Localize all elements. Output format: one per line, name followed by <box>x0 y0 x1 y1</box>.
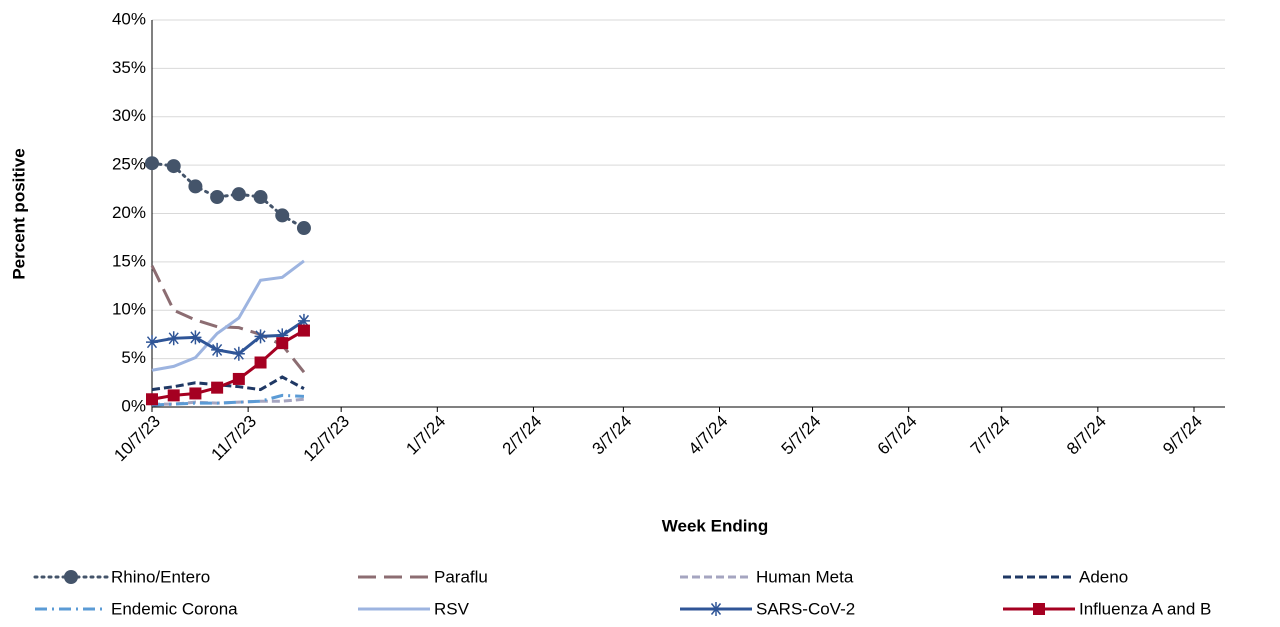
marker <box>231 187 246 202</box>
y-tick-label: 0% <box>121 396 146 415</box>
x-tick-label: 8/7/24 <box>1063 412 1110 459</box>
x-tick-label: 4/7/24 <box>685 412 732 459</box>
y-tick-label: 35% <box>112 58 146 77</box>
series-line <box>151 259 305 372</box>
marker <box>275 208 290 223</box>
x-tick-label: 7/7/24 <box>967 412 1014 459</box>
y-tick-label: 5% <box>121 348 146 367</box>
x-tick-label: 12/7/23 <box>300 412 354 466</box>
y-tick-label: 30% <box>112 106 146 125</box>
legend-label: Adeno <box>1079 567 1128 586</box>
y-tick-label: 25% <box>112 155 146 174</box>
legend-label: Endemic Corona <box>111 599 238 618</box>
legend-label: SARS-CoV-2 <box>756 599 855 618</box>
marker <box>1033 603 1045 615</box>
x-tick-label: 5/7/24 <box>778 412 825 459</box>
marker <box>254 329 267 344</box>
legend-label: Paraflu <box>434 567 488 586</box>
marker <box>146 335 158 350</box>
marker <box>297 313 310 328</box>
series-line <box>151 375 305 392</box>
x-tick-label: 2/7/24 <box>499 412 546 459</box>
legend-label: RSV <box>434 599 470 618</box>
x-tick-label: 1/7/24 <box>402 412 449 459</box>
marker <box>189 330 202 345</box>
y-tick-label: 10% <box>112 300 146 319</box>
marker <box>167 331 180 346</box>
y-axis-title: Percent positive <box>9 148 28 279</box>
x-axis-title: Week Ending <box>662 516 768 535</box>
x-tick-label: 9/7/24 <box>1159 412 1206 459</box>
marker <box>710 602 722 616</box>
marker <box>188 179 203 194</box>
marker <box>210 190 225 205</box>
marker <box>253 190 268 205</box>
x-tick-label: 11/7/23 <box>207 412 260 465</box>
marker <box>297 324 310 337</box>
x-tick-label: 6/7/24 <box>874 412 921 459</box>
marker <box>276 328 289 343</box>
marker <box>296 221 311 236</box>
marker <box>232 372 245 385</box>
legend-label: Human Meta <box>756 567 854 586</box>
y-tick-label: 20% <box>112 203 146 222</box>
marker <box>166 159 181 174</box>
y-tick-label: 40% <box>112 9 146 28</box>
marker <box>167 389 180 402</box>
x-tick-label: 3/7/24 <box>589 412 636 459</box>
x-tick-label: 10/7/23 <box>110 412 164 466</box>
marker <box>254 356 267 369</box>
marker <box>211 342 224 357</box>
series-line <box>151 393 305 407</box>
marker <box>189 387 202 400</box>
marker <box>146 393 158 406</box>
series-line <box>150 265 306 374</box>
legend-label: Rhino/Entero <box>111 567 210 586</box>
marker <box>145 156 159 171</box>
marker <box>211 381 224 394</box>
marker <box>64 570 78 584</box>
marker <box>276 337 289 350</box>
marker <box>232 346 245 361</box>
y-tick-label: 15% <box>112 251 146 270</box>
legend-label: Influenza A and B <box>1079 599 1211 618</box>
